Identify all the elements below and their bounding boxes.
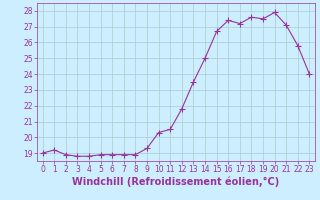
X-axis label: Windchill (Refroidissement éolien,°C): Windchill (Refroidissement éolien,°C) [72, 177, 280, 187]
